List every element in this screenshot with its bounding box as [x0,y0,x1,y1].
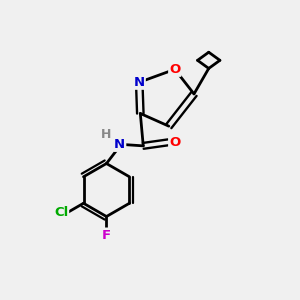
Text: H: H [101,128,112,141]
Text: N: N [134,76,145,89]
Text: O: O [169,136,180,149]
Text: N: N [114,138,125,151]
Text: O: O [169,63,180,76]
Text: F: F [102,229,111,242]
Text: Cl: Cl [54,206,68,219]
